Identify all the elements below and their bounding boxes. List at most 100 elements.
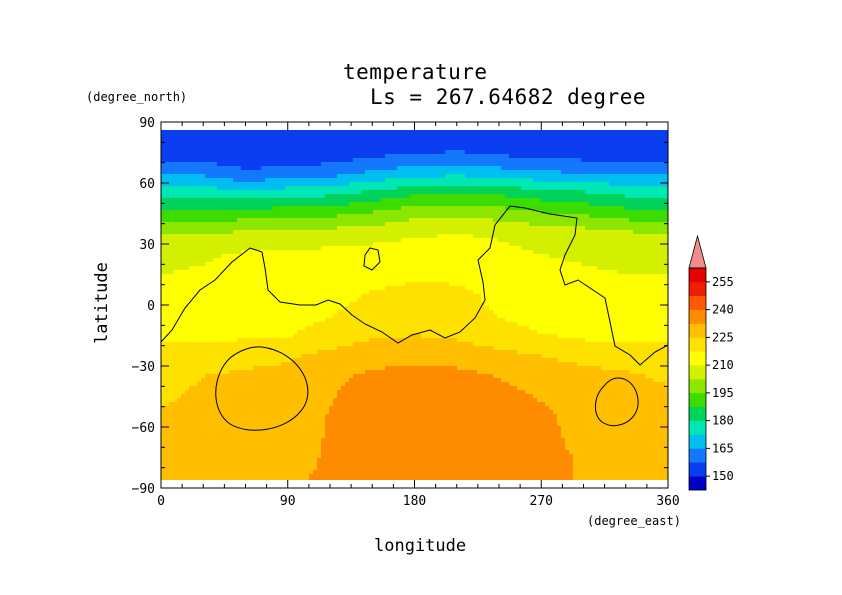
heat-cell [233, 282, 238, 287]
heat-cell [385, 274, 390, 279]
heat-cell [593, 170, 598, 175]
heat-cell [217, 162, 222, 167]
heat-cell [529, 130, 534, 135]
heat-cell [321, 222, 326, 227]
heat-cell [377, 170, 382, 175]
heat-cell [425, 142, 430, 147]
heat-cell [417, 170, 422, 175]
heat-cell [213, 142, 218, 147]
heat-cell [633, 226, 638, 231]
heat-cell [565, 162, 570, 167]
heat-cell [209, 270, 214, 275]
heat-cell [397, 278, 402, 283]
heat-cell [557, 218, 562, 223]
heat-cell [501, 138, 506, 143]
heat-cell [233, 194, 238, 199]
heat-cell [633, 282, 638, 287]
heat-cell [461, 214, 466, 219]
heat-cell [301, 278, 306, 283]
heat-cell [173, 146, 178, 151]
heat-cell [273, 194, 278, 199]
heat-cell [401, 130, 406, 135]
heat-cell [333, 182, 338, 187]
heat-cell [341, 134, 346, 139]
heat-cell [361, 194, 366, 199]
heat-cell [509, 154, 514, 159]
heat-cell [553, 174, 558, 179]
heat-cell [313, 170, 318, 175]
heat-cell [541, 206, 546, 211]
heat-cell [329, 150, 334, 155]
heat-cell [545, 170, 550, 175]
heat-cell [649, 282, 654, 287]
heat-cell [181, 134, 186, 139]
heat-cell [665, 130, 668, 135]
heat-cell [413, 134, 418, 139]
heat-cell [613, 210, 618, 215]
heat-cell [617, 250, 622, 255]
heat-cell [489, 182, 494, 187]
heat-cell [237, 222, 242, 227]
heat-cell [537, 278, 542, 283]
heat-cell [461, 166, 466, 171]
heat-cell [593, 242, 598, 247]
heat-cell [353, 210, 358, 215]
heat-cell [273, 170, 278, 175]
heat-cell [389, 150, 394, 155]
heat-cell [525, 242, 530, 247]
heat-cell [521, 154, 526, 159]
heat-cell [225, 258, 230, 263]
heat-cell [573, 202, 578, 207]
heat-cell [353, 186, 358, 191]
heat-cell [653, 214, 658, 219]
heat-cell [277, 162, 282, 167]
heat-cell [465, 170, 470, 175]
heat-cell [453, 226, 458, 231]
heat-cell [245, 202, 250, 207]
heat-cell [285, 166, 290, 171]
heat-cell [453, 214, 458, 219]
heat-cell [433, 190, 438, 195]
heat-cell [289, 166, 294, 171]
heat-cell [317, 158, 322, 163]
heat-cell [161, 206, 166, 211]
heat-cell [197, 162, 202, 167]
heat-cell [245, 210, 250, 215]
heat-cell [381, 182, 386, 187]
heat-cell [425, 226, 430, 231]
heat-cell [529, 154, 534, 159]
heat-cell [585, 230, 590, 235]
heat-cell [241, 258, 246, 263]
heat-cell [485, 154, 490, 159]
heat-cell [509, 166, 514, 171]
heat-cell [425, 198, 430, 203]
heat-cell [637, 234, 642, 239]
heat-cell [469, 234, 474, 239]
heat-cell [617, 278, 622, 283]
heat-cell [457, 206, 462, 211]
heat-cell [309, 182, 314, 187]
heat-cell [421, 162, 426, 167]
heat-cell [417, 242, 422, 247]
heat-cell [325, 166, 330, 171]
heat-cell [245, 138, 250, 143]
heat-cell [465, 158, 470, 163]
heat-cell [437, 274, 442, 279]
heat-cell [233, 150, 238, 155]
heat-cell [357, 198, 362, 203]
heat-cell [357, 150, 362, 155]
heat-cell [609, 150, 614, 155]
heat-cell [245, 234, 250, 239]
heat-cell [529, 250, 534, 255]
heat-cell [441, 222, 446, 227]
heat-cell [201, 178, 206, 183]
heat-cell [229, 142, 234, 147]
heat-cell [409, 194, 414, 199]
heat-cell [585, 178, 590, 183]
heat-cell [273, 130, 278, 135]
heat-cell [393, 230, 398, 235]
heat-cell [549, 222, 554, 227]
heat-cell [501, 238, 506, 243]
heat-cell [185, 154, 190, 159]
heat-cell [277, 170, 282, 175]
